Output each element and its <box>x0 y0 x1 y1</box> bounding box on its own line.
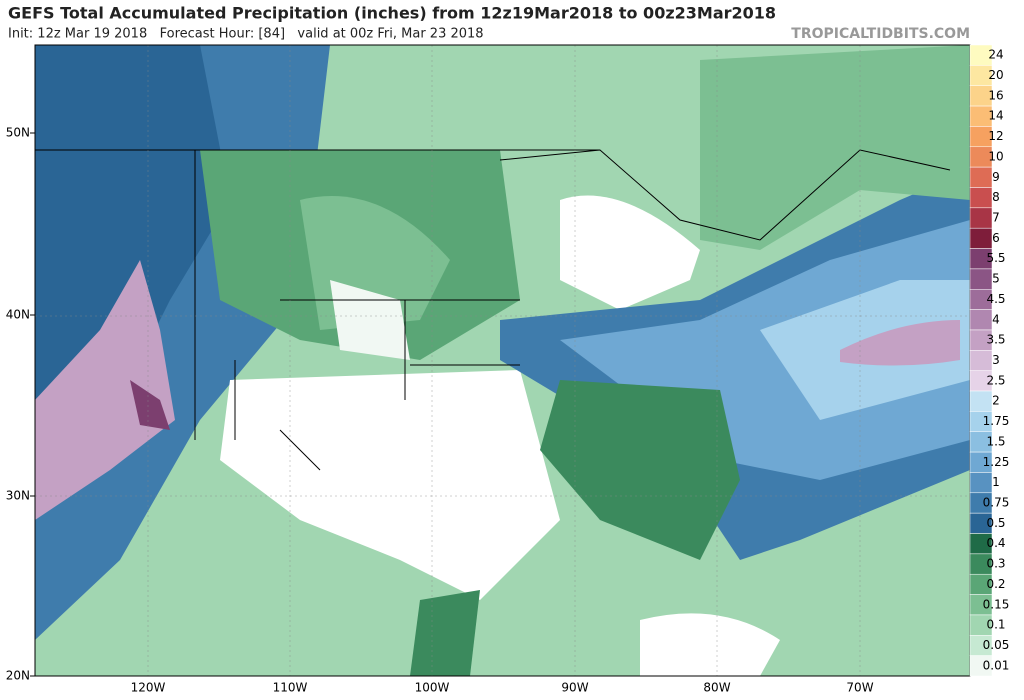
colorbar-label: 7 <box>992 211 1000 225</box>
source: TROPICALTIDBITS.COM <box>791 26 970 42</box>
lat-label: 30N <box>6 489 30 503</box>
colorbar-box <box>969 655 993 677</box>
colorbar-label: 1 <box>992 475 1000 489</box>
lon-label: 70W <box>846 681 873 695</box>
lat-label: 40N <box>6 308 30 322</box>
colorbar-label: 16 <box>988 88 1003 102</box>
colorbar-box <box>969 309 993 331</box>
colorbar-label: 12 <box>988 129 1003 143</box>
colorbar-label: 3 <box>992 353 1000 367</box>
colorbar-box <box>969 207 993 229</box>
colorbar-box <box>969 227 993 249</box>
colorbar-label: 14 <box>988 109 1003 123</box>
colorbar-label: 4.5 <box>986 292 1005 306</box>
lon-label: 120W <box>131 681 166 695</box>
colorbar-label: 6 <box>992 231 1000 245</box>
colorbar-label: 5 <box>992 272 1000 286</box>
colorbar-box <box>969 390 993 412</box>
colorbar-label: 0.75 <box>983 495 1010 509</box>
colorbar-box <box>969 268 993 290</box>
colorbar-label: 0.2 <box>986 577 1005 591</box>
lat-label: 20N <box>6 669 30 683</box>
colorbar-label: 20 <box>988 68 1003 82</box>
colorbar-label: 2 <box>992 394 1000 408</box>
title: GEFS Total Accumulated Precipitation (in… <box>8 4 776 23</box>
colorbar-label: 1.25 <box>983 455 1010 469</box>
colorbar-label: 9 <box>992 170 1000 184</box>
colorbar-label: 0.01 <box>983 658 1010 672</box>
colorbar-label: 3.5 <box>986 333 1005 347</box>
colorbar-label: 0.15 <box>983 597 1010 611</box>
colorbar-label: 4 <box>992 312 1000 326</box>
subtitle: Init: 12z Mar 19 2018 Forecast Hour: [84… <box>8 27 484 42</box>
colorbar-label: 10 <box>988 149 1003 163</box>
colorbar-label: 0.05 <box>983 638 1010 652</box>
colorbar-label: 5.5 <box>986 251 1005 265</box>
lat-label: 50N <box>6 126 30 140</box>
colorbar-label: 8 <box>992 190 1000 204</box>
colorbar-box <box>969 187 993 209</box>
colorbar: 24 20 16 14 12 10 9 8 7 6 5.5 5 4.5 4 3.5 3 2.5 2 1.75 1.5 1… <box>969 44 1010 677</box>
colorbar-label: 24 <box>988 48 1003 62</box>
lon-label: 100W <box>415 681 450 695</box>
colorbar-label: 0.5 <box>986 516 1005 530</box>
colorbar-label: 0.1 <box>986 618 1005 632</box>
colorbar-box <box>969 350 993 371</box>
map <box>34 44 971 677</box>
colorbar-label: 2.5 <box>986 373 1005 387</box>
colorbar-box <box>969 166 993 188</box>
lon-label: 110W <box>273 681 308 695</box>
lon-label: 80W <box>703 681 730 695</box>
colorbar-label: 0.4 <box>986 536 1005 550</box>
colorbar-box <box>969 472 993 494</box>
colorbar-label: 0.3 <box>986 557 1005 571</box>
axis-labels: 50N 40N 30N 20N 120W 110W 100W 90W 80W 70W <box>6 126 874 695</box>
colorbar-label: 1.75 <box>983 414 1010 428</box>
lon-label: 90W <box>561 681 588 695</box>
colorbar-label: 1.5 <box>986 434 1005 448</box>
